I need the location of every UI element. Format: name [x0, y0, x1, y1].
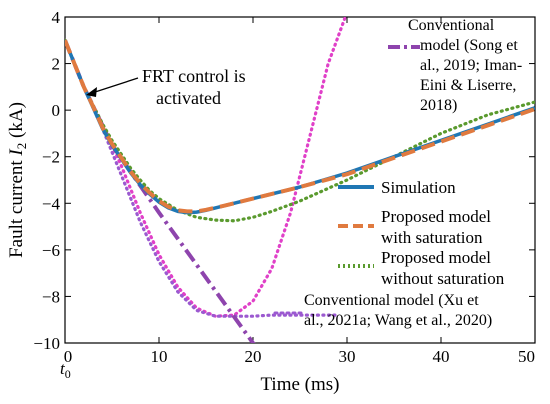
frt-annotation: FRT control is activated [86, 66, 246, 108]
x-axis: 0 10 20 30 40 50 [64, 17, 536, 366]
y-tick-label: −4 [42, 194, 61, 213]
series-layer [65, 17, 535, 343]
y-axis-title: Fault current I2 (kA) [6, 102, 29, 258]
frt-arrow-line [91, 77, 139, 94]
series-line-5 [82, 85, 340, 318]
legend: Simulation Proposed model with saturatio… [338, 178, 505, 288]
legend-item-simulation: Simulation [338, 178, 456, 197]
series-line-4 [65, 17, 347, 318]
y-tick-label: 0 [52, 101, 61, 120]
conventional-xu-line-1: Conventional model (Xu et [304, 292, 479, 309]
y-tick-label: 2 [52, 55, 61, 74]
y-tick-label: −10 [33, 334, 60, 353]
legend-label-with-saturation-1: Proposed model [381, 207, 491, 226]
y-axis-title-suffix: (kA) [6, 102, 27, 143]
y-axis: 4 2 0 −2 −4 −6 −8 −10 [33, 8, 535, 353]
legend-label-simulation: Simulation [381, 178, 456, 197]
x-tick-label: 20 [245, 347, 262, 366]
conventional-song-line-5: 2018) [420, 97, 457, 114]
legend-label-without-saturation-2: without saturation [381, 269, 505, 288]
conventional-song-line-4: Eini & Liserre, [420, 77, 516, 94]
conventional-song-line-3: al., 2019; Iman- [420, 57, 522, 74]
frt-annotation-line-2: activated [156, 88, 221, 108]
x-tick-label: 0 [64, 347, 73, 366]
y-axis-title-prefix: Fault current [6, 156, 27, 258]
x-tick-label: 10 [151, 347, 168, 366]
conventional-song-line-1: Conventional [408, 17, 495, 34]
legend-label-with-saturation-2: with saturation [381, 228, 483, 247]
legend-label-without-saturation-1: Proposed model [381, 248, 491, 267]
x-tick-label: 40 [433, 347, 450, 366]
frt-annotation-line-1: FRT control is [142, 66, 246, 86]
x-tick-label: 50 [518, 347, 535, 366]
conventional-song-annotation: Conventional model (Song et al., 2019; I… [388, 17, 522, 114]
plot-frame [64, 16, 536, 344]
y-tick-label: −6 [42, 241, 60, 260]
y-axis-title-symbol: I [6, 148, 27, 157]
frt-arrow-head [86, 87, 97, 97]
legend-item-with-saturation: Proposed model with saturation [338, 207, 491, 247]
y-axis-title-sub: 2 [14, 143, 29, 150]
x-axis-title: Time (ms) [260, 374, 339, 395]
x-tick-label: 30 [339, 347, 356, 366]
conventional-xu-line-2: al., 2021a; Wang et al., 2020) [304, 312, 492, 329]
y-tick-label: 4 [52, 8, 61, 27]
t0-label: t0 [60, 359, 71, 381]
y-tick-label: −8 [42, 287, 60, 306]
conventional-xu-annotation: Conventional model (Xu et al., 2021a; Wa… [273, 292, 492, 329]
conventional-song-line-2: model (Song et [420, 37, 518, 54]
y-tick-label: −2 [42, 148, 60, 167]
legend-item-without-saturation: Proposed model without saturation [338, 248, 505, 288]
series-line-1 [65, 39, 535, 214]
